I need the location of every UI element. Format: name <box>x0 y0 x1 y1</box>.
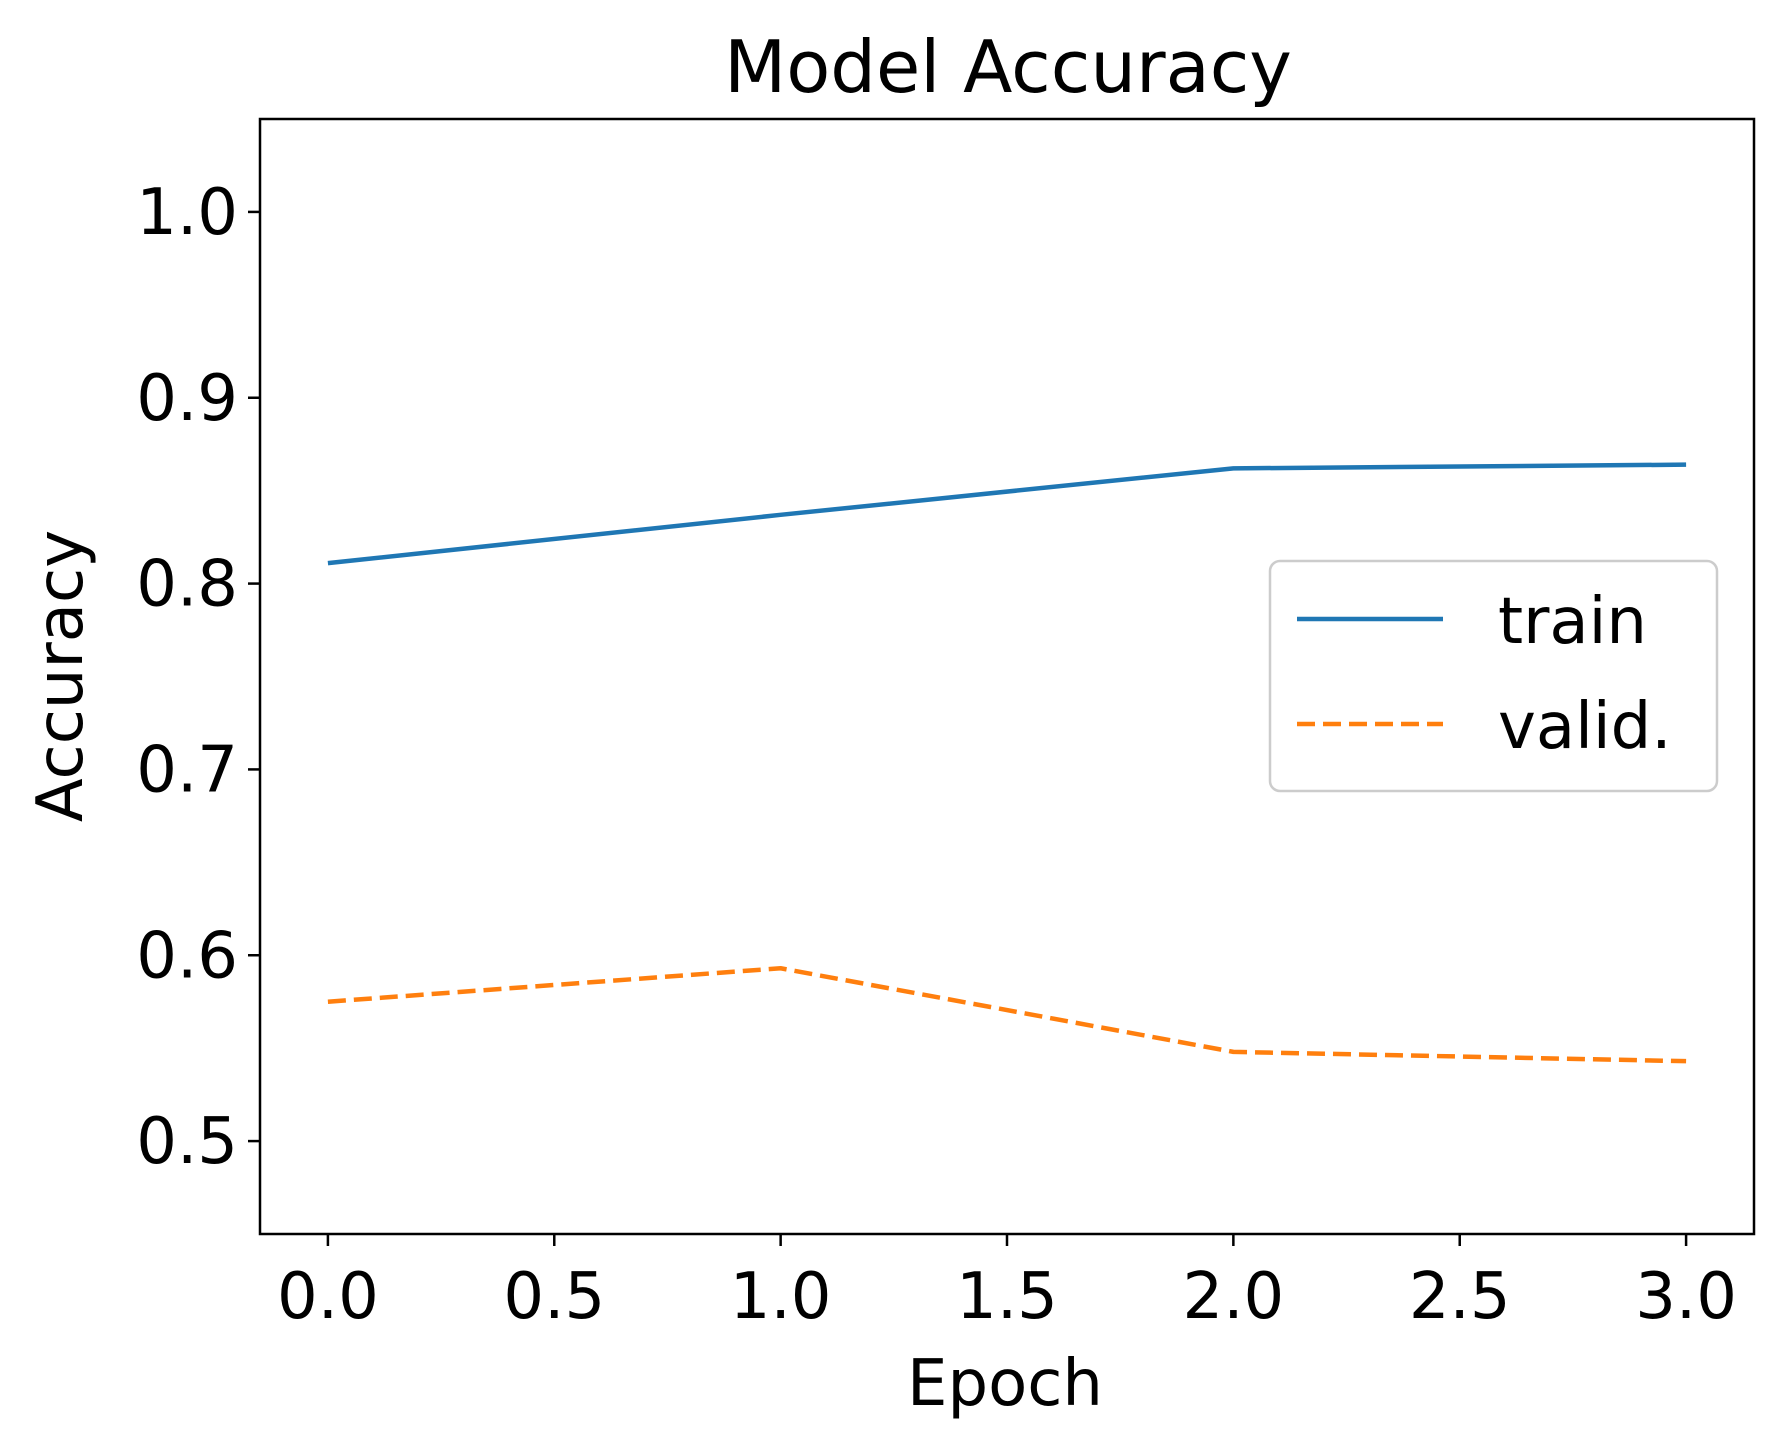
y-tick-label: 0.5 <box>136 1105 238 1179</box>
x-axis-ticks: 0.0 0.5 1.0 1.5 2.0 2.5 3.0 <box>277 1234 1737 1334</box>
x-tick-label: 0.5 <box>503 1260 605 1334</box>
y-tick-label: 0.6 <box>136 919 238 993</box>
x-tick-label: 3.0 <box>1635 1260 1737 1334</box>
x-axis-label: Epoch <box>907 1347 1103 1421</box>
y-tick-label: 0.7 <box>136 733 238 807</box>
x-tick-label: 1.5 <box>956 1260 1058 1334</box>
series-layer <box>327 462 1687 1064</box>
chart-title: Model Accuracy <box>724 25 1292 109</box>
x-tick-label: 2.5 <box>1409 1260 1511 1334</box>
y-axis-ticks: 0.5 0.6 0.7 0.8 0.9 1.0 <box>136 176 260 1179</box>
y-axis-label: Accuracy <box>24 530 98 822</box>
x-tick-label: 0.0 <box>277 1260 379 1334</box>
y-tick-label: 0.8 <box>136 548 238 622</box>
x-tick-label: 2.0 <box>1182 1260 1284 1334</box>
x-tick-label: 1.0 <box>730 1260 832 1334</box>
y-tick-label: 1.0 <box>136 176 238 250</box>
series-line-valid <box>327 966 1687 1064</box>
legend-train-label: train <box>1498 585 1647 659</box>
legend: train valid. <box>1268 559 1719 793</box>
series-line-train <box>327 462 1687 566</box>
y-tick-label: 0.9 <box>136 362 238 436</box>
legend-valid-label: valid. <box>1498 690 1672 764</box>
